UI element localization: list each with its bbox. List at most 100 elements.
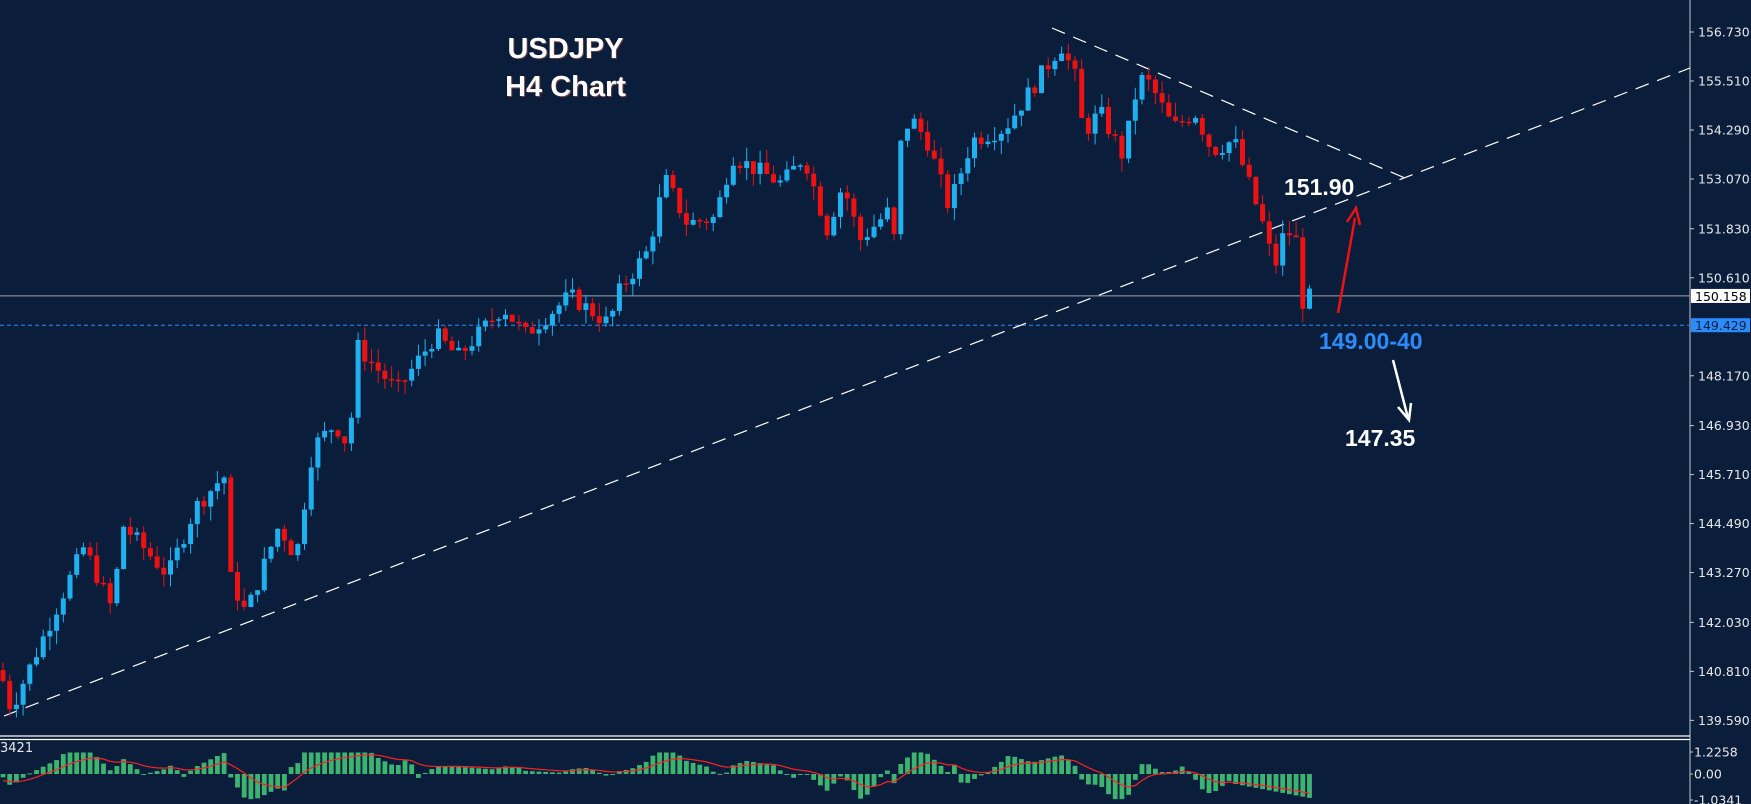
candle-body bbox=[67, 574, 73, 599]
macd-histogram-bar bbox=[744, 760, 750, 774]
price-tick-label: 156.730 bbox=[1698, 25, 1750, 40]
candle-body bbox=[951, 184, 957, 209]
macd-histogram-bar bbox=[858, 774, 863, 799]
macd-histogram-bar bbox=[215, 755, 220, 774]
macd-histogram-bar bbox=[268, 774, 274, 792]
macd-histogram-bar bbox=[730, 765, 736, 774]
candle-body bbox=[1300, 237, 1306, 309]
candle-body bbox=[1240, 139, 1245, 165]
candle-body bbox=[838, 192, 843, 217]
candle-body bbox=[690, 219, 696, 225]
macd-histogram-bar bbox=[349, 752, 354, 774]
candle-body bbox=[610, 310, 616, 317]
macd-histogram-bar bbox=[328, 752, 334, 774]
macd-histogram-bar bbox=[978, 774, 984, 776]
candle-body bbox=[777, 180, 783, 183]
macd-histogram-bar bbox=[925, 753, 930, 774]
macd-histogram-bar bbox=[107, 770, 113, 774]
candle-body bbox=[791, 165, 797, 170]
macd-histogram-bar bbox=[1206, 774, 1212, 794]
candle-body bbox=[503, 314, 508, 320]
macd-tick-label: 0.00 bbox=[1694, 767, 1722, 782]
macd-histogram-bar bbox=[1159, 772, 1165, 774]
candle-body bbox=[375, 362, 381, 371]
falling-trendline[interactable] bbox=[1051, 27, 1406, 179]
current-price-tag bbox=[1691, 288, 1750, 303]
candle-body bbox=[670, 175, 676, 189]
macd-histogram-bar bbox=[275, 774, 281, 789]
candle-body bbox=[1065, 53, 1071, 61]
candle-body bbox=[677, 188, 683, 214]
candle-body bbox=[194, 500, 200, 524]
candle-body bbox=[911, 118, 917, 129]
macd-histogram-bar bbox=[60, 754, 66, 774]
macd-histogram-bar bbox=[663, 752, 669, 774]
candle-body bbox=[878, 219, 884, 227]
macd-histogram-bar bbox=[844, 774, 850, 781]
candle-body bbox=[717, 197, 723, 218]
macd-histogram-bar bbox=[382, 761, 388, 774]
candle-body bbox=[496, 319, 502, 321]
target-annotation: 147.35 bbox=[1345, 425, 1416, 451]
macd-histogram-bar bbox=[1246, 774, 1252, 787]
macd-histogram-bar bbox=[194, 766, 200, 774]
macd-histogram-bar bbox=[127, 764, 133, 774]
price-tick-label: 144.490 bbox=[1698, 516, 1750, 531]
candle-body bbox=[563, 292, 569, 306]
candle-body bbox=[241, 600, 247, 607]
macd-histogram-bar bbox=[168, 765, 173, 774]
macd-histogram-bar bbox=[650, 755, 656, 774]
candle-body bbox=[322, 430, 328, 438]
macd-histogram-bar bbox=[777, 770, 783, 774]
macd-histogram-bar bbox=[1173, 770, 1178, 774]
macd-histogram-bar bbox=[1086, 774, 1091, 785]
macd-histogram-bar bbox=[1039, 760, 1044, 774]
candle-body bbox=[355, 339, 361, 418]
candle-body bbox=[181, 544, 187, 548]
candle-body bbox=[442, 328, 448, 341]
candle-body bbox=[281, 528, 287, 541]
macd-histogram-bar bbox=[523, 770, 528, 774]
macd-histogram-bar bbox=[590, 770, 595, 774]
price-tick-label: 154.290 bbox=[1698, 122, 1750, 137]
macd-histogram-bar bbox=[369, 752, 374, 774]
rising-trendline[interactable] bbox=[3, 67, 1691, 717]
macd-histogram-bar bbox=[161, 769, 167, 774]
macd-histogram-bar bbox=[483, 768, 488, 774]
candle-body bbox=[101, 582, 106, 585]
macd-histogram-bar bbox=[7, 774, 13, 785]
candle-body bbox=[34, 657, 39, 665]
candle-body bbox=[744, 161, 750, 168]
candle-body bbox=[978, 137, 984, 145]
macd-histogram-bar bbox=[0, 774, 6, 778]
candle-body bbox=[1106, 106, 1111, 135]
candle-body bbox=[107, 583, 113, 604]
up-arrow-shaft bbox=[1336, 217, 1357, 314]
macd-histogram-bar bbox=[878, 774, 884, 778]
macd-histogram-bar bbox=[684, 760, 689, 774]
macd-histogram-bar bbox=[395, 765, 401, 774]
candle-body bbox=[1005, 128, 1011, 134]
macd-histogram-bar bbox=[617, 771, 622, 774]
candle-body bbox=[871, 226, 877, 238]
candle-body bbox=[804, 165, 810, 174]
macd-histogram-bar bbox=[1072, 765, 1078, 774]
candle-body bbox=[757, 162, 763, 174]
macd-histogram-bar bbox=[429, 769, 435, 774]
macd-histogram-bar bbox=[670, 752, 676, 774]
ask-price-tag-text: 149.429 bbox=[1695, 318, 1747, 333]
macd-histogram-bar bbox=[1092, 774, 1098, 785]
macd-histogram-bar bbox=[677, 755, 683, 774]
price-tick-label: 150.610 bbox=[1698, 270, 1750, 285]
candle-body bbox=[335, 430, 341, 437]
candle-body bbox=[1206, 134, 1212, 147]
candle-body bbox=[402, 380, 408, 382]
candle-body bbox=[985, 141, 991, 145]
macd-histogram-bar bbox=[543, 771, 549, 774]
macd-histogram-bar bbox=[576, 768, 582, 774]
macd-histogram-bar bbox=[1240, 774, 1245, 786]
macd-histogram-bar bbox=[1112, 774, 1118, 800]
macd-histogram-bar bbox=[154, 771, 160, 774]
